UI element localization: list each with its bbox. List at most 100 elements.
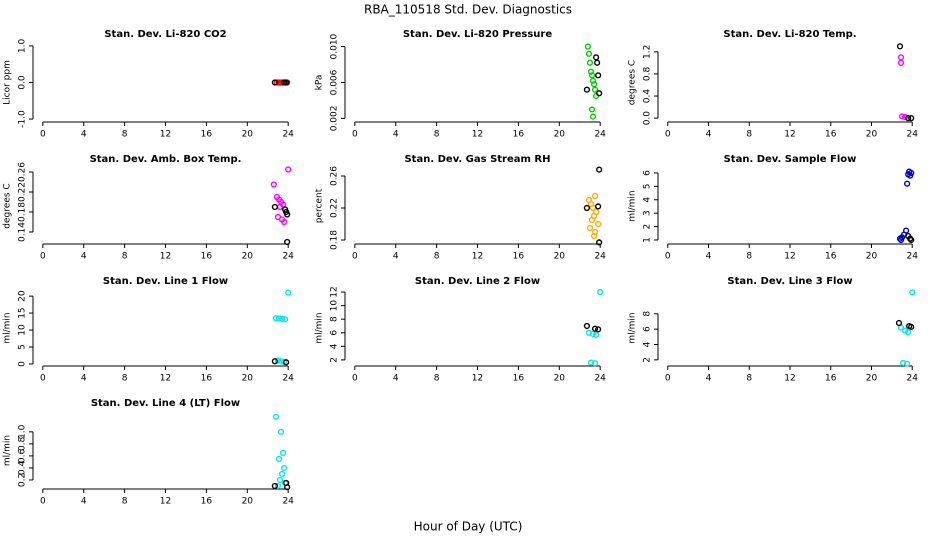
y-axis-label: ml/min xyxy=(628,190,638,221)
y-tick-label: 0.8 xyxy=(643,67,653,82)
data-point xyxy=(277,428,285,435)
data-point xyxy=(584,43,592,50)
data-point xyxy=(901,327,909,334)
x-axis-label: Hour of Day (UTC) xyxy=(414,520,523,534)
x-tick-label: 20 xyxy=(554,130,566,140)
x-tick-label: 0 xyxy=(665,130,671,140)
panel-title: Stan. Dev. Line 3 Flow xyxy=(727,276,852,287)
y-tick-label: 1.2 xyxy=(643,45,653,59)
data-point xyxy=(272,413,280,420)
x-tick-label: 12 xyxy=(784,374,795,384)
data-point xyxy=(908,115,915,122)
y-tick-label: 0.010 xyxy=(330,33,340,59)
data-point xyxy=(589,113,597,120)
data-point xyxy=(280,79,288,86)
data-point xyxy=(597,288,604,296)
x-tick-label: 20 xyxy=(554,374,566,384)
x-tick-label: 16 xyxy=(513,252,525,262)
panel: Stan. Dev. Amb. Box Temp. degrees C 0 4 8 12 1… xyxy=(3,154,295,262)
x-tick-label: 8 xyxy=(434,130,440,140)
data-point xyxy=(592,331,600,338)
panel-title: Stan. Dev. Li-820 Pressure xyxy=(403,29,553,40)
x-tick-label: 12 xyxy=(784,252,795,262)
y-tick-label: 4 xyxy=(330,343,340,349)
data-point xyxy=(587,68,595,75)
x-tick-label: 8 xyxy=(434,252,440,262)
y-tick-label: 4 xyxy=(643,197,653,203)
data-point xyxy=(275,455,283,463)
data-point xyxy=(276,476,284,484)
x-tick-label: 24 xyxy=(906,130,918,140)
data-point xyxy=(588,72,596,79)
data-point xyxy=(904,180,911,187)
data-point xyxy=(904,360,911,367)
x-tick-label: 0 xyxy=(352,374,358,384)
x-tick-label: 24 xyxy=(282,497,294,507)
panel-title: Stan. Dev. Line 2 Flow xyxy=(415,276,540,287)
y-axis-label: ml/min xyxy=(3,435,13,466)
x-tick-label: 0 xyxy=(665,374,671,384)
x-tick-label: 12 xyxy=(160,374,171,384)
y-tick-label: 8 xyxy=(330,316,340,322)
x-tick-label: 4 xyxy=(706,130,712,140)
y-axis-label: ml/min xyxy=(628,312,638,343)
y-axis-label: kPa xyxy=(315,75,325,91)
x-tick-label: 8 xyxy=(746,130,752,140)
data-point xyxy=(589,331,597,338)
data-point xyxy=(283,79,290,86)
data-point xyxy=(585,50,593,57)
data-point xyxy=(896,43,904,50)
data-point xyxy=(272,315,280,322)
data-point xyxy=(279,449,287,457)
panel-title: Stan. Dev. Line 4 (LT) Flow xyxy=(91,398,240,409)
y-tick-label: 0.22 xyxy=(330,198,340,218)
data-point xyxy=(284,238,291,246)
data-point xyxy=(591,192,599,200)
data-point xyxy=(583,204,590,212)
x-tick-label: 16 xyxy=(513,374,525,384)
y-tick-label: 0 xyxy=(18,361,28,367)
y-tick-label: 0.0 xyxy=(18,75,28,90)
y-tick-label: 6 xyxy=(330,330,340,336)
y-tick-label: 0.18 xyxy=(330,230,340,250)
data-point xyxy=(596,239,603,246)
data-point xyxy=(591,325,599,332)
data-point xyxy=(897,59,905,66)
panel-title: Stan. Dev. Sample Flow xyxy=(724,154,857,165)
data-point xyxy=(596,166,603,173)
y-tick-label: 1.0 xyxy=(18,39,28,54)
data-point xyxy=(897,54,905,61)
y-tick-label: 8 xyxy=(643,311,653,317)
panel: Stan. Dev. Li-820 CO2 Licor ppm 0 4 8 12 16 20 2… xyxy=(3,29,295,140)
x-tick-label: 4 xyxy=(393,130,399,140)
x-tick-label: 0 xyxy=(352,252,358,262)
y-tick-label: 0.26 xyxy=(18,162,28,182)
x-tick-label: 0 xyxy=(40,497,46,507)
x-tick-label: 0 xyxy=(352,130,358,140)
x-tick-label: 4 xyxy=(706,252,712,262)
data-point xyxy=(905,329,912,336)
data-point xyxy=(271,482,278,490)
y-tick-label: 5 xyxy=(643,183,653,189)
x-tick-label: 8 xyxy=(122,130,128,140)
y-axis-label: ml/min xyxy=(3,312,13,343)
x-tick-label: 12 xyxy=(160,252,171,262)
x-tick-label: 4 xyxy=(81,130,87,140)
x-tick-label: 20 xyxy=(242,252,254,262)
x-tick-label: 16 xyxy=(201,497,213,507)
x-tick-label: 20 xyxy=(242,374,254,384)
data-point xyxy=(271,203,278,211)
x-tick-label: 16 xyxy=(201,252,213,262)
data-point xyxy=(901,113,909,121)
y-tick-label: 0.26 xyxy=(330,166,340,186)
data-point xyxy=(591,360,599,367)
x-tick-label: 8 xyxy=(122,252,128,262)
data-point xyxy=(588,216,596,224)
x-tick-label: 16 xyxy=(201,374,213,384)
y-tick-label: 0.18 xyxy=(18,202,28,222)
y-tick-label: 15 xyxy=(18,307,28,318)
x-tick-label: 24 xyxy=(594,252,606,262)
data-point xyxy=(589,77,597,84)
